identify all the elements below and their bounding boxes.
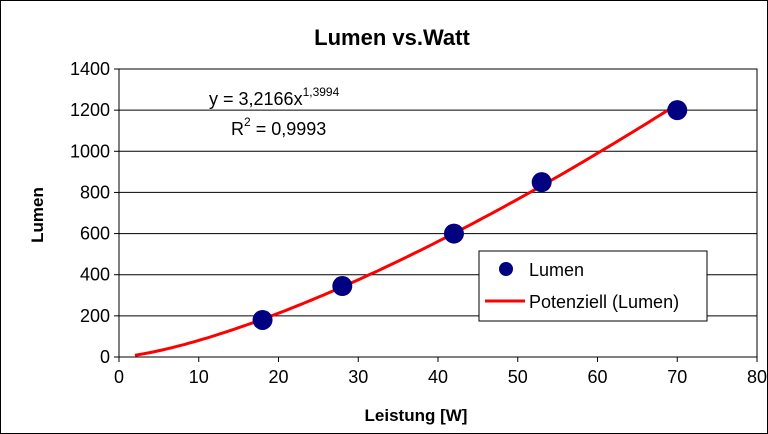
data-point [667, 100, 688, 121]
x-tick-label: 0 [114, 367, 124, 387]
x-tick-label: 80 [747, 367, 767, 387]
data-point [252, 309, 273, 330]
legend-marker-lumen [499, 262, 513, 276]
data-points [252, 100, 688, 330]
equation-text: y = 3,2166x1,3994 [209, 85, 340, 109]
trendline-power [134, 102, 679, 357]
data-point [332, 276, 353, 297]
legend: Lumen Potenziell (Lumen) [478, 250, 708, 322]
x-tick-label: 50 [508, 367, 528, 387]
legend-label-lumen: Lumen [529, 260, 584, 280]
y-axis-label: Lumen [28, 187, 47, 243]
y-axis-ticks: 0 200 400 600 800 1000 1200 1400 [70, 59, 119, 367]
equation-main: y = 3,2166x [209, 89, 303, 109]
legend-box [478, 250, 708, 322]
equation-exponent: 1,3994 [303, 85, 340, 99]
y-tick-label: 1200 [70, 100, 110, 120]
x-tick-label: 40 [428, 367, 448, 387]
x-tick-label: 20 [268, 367, 288, 387]
x-tick-label: 10 [189, 367, 209, 387]
r2-value: = 0,9993 [251, 119, 327, 139]
legend-label-trend: Potenziell (Lumen) [529, 292, 679, 312]
r-squared-text: R2 = 0,9993 [231, 115, 326, 139]
r2-superscript: 2 [244, 115, 251, 129]
y-tick-label: 800 [80, 182, 110, 202]
x-tick-label: 30 [348, 367, 368, 387]
r2-prefix: R [231, 119, 244, 139]
chart-title: Lumen vs.Watt [314, 25, 470, 50]
gridlines [119, 68, 757, 358]
y-tick-label: 0 [100, 347, 110, 367]
y-tick-label: 1400 [70, 59, 110, 79]
y-tick-label: 200 [80, 306, 110, 326]
y-tick-label: 600 [80, 224, 110, 244]
trendline-equation: y = 3,2166x1,3994 R2 = 0,9993 [209, 85, 340, 139]
x-tick-label: 60 [587, 367, 607, 387]
y-tick-label: 400 [80, 265, 110, 285]
x-axis-ticks: 0 10 20 30 40 50 60 70 80 [114, 357, 767, 387]
y-tick-label: 1000 [70, 141, 110, 161]
x-tick-label: 70 [667, 367, 687, 387]
data-point [531, 172, 552, 193]
data-point [443, 223, 464, 244]
x-axis-label: Leistung [W] [365, 406, 468, 425]
